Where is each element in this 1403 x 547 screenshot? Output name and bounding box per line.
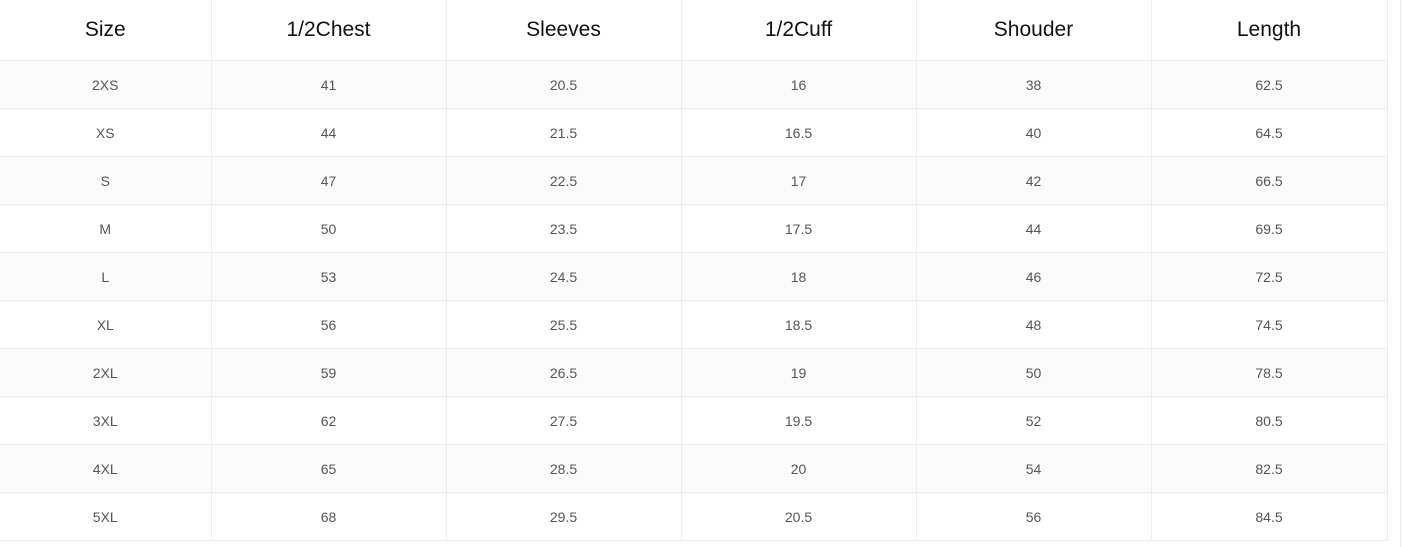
table-cell: 48 bbox=[915, 300, 1152, 349]
table-row: 4XL 65 28.5 20 54 82.5 bbox=[0, 444, 1388, 493]
table-row: XS 44 21.5 16.5 40 64.5 bbox=[0, 108, 1388, 157]
table-row: 5XL 68 29.5 20.5 56 84.5 bbox=[0, 492, 1388, 541]
table-cell: 18 bbox=[680, 252, 917, 301]
table-cell: S bbox=[0, 156, 212, 205]
table-cell: 25.5 bbox=[445, 300, 682, 349]
table-cell: 5XL bbox=[0, 492, 212, 541]
table-cell: 52 bbox=[915, 396, 1152, 445]
table-cell: M bbox=[0, 204, 212, 253]
table-cell: 16 bbox=[680, 60, 917, 109]
table-cell: 29.5 bbox=[445, 492, 682, 541]
table-cell: 80.5 bbox=[1150, 396, 1388, 445]
table-cell: 23.5 bbox=[445, 204, 682, 253]
table-cell: 2XL bbox=[0, 348, 212, 397]
header-row: Size 1/2Chest Sleeves 1/2Cuff Shouder Length bbox=[0, 0, 1388, 61]
table-cell: L bbox=[0, 252, 212, 301]
table-cell: 19 bbox=[680, 348, 917, 397]
table-row: M 50 23.5 17.5 44 69.5 bbox=[0, 204, 1388, 253]
table-cell: 44 bbox=[210, 108, 447, 157]
table-cell: 54 bbox=[915, 444, 1152, 493]
table-cell: 3XL bbox=[0, 396, 212, 445]
table-row: 2XL 59 26.5 19 50 78.5 bbox=[0, 348, 1388, 397]
table-cell: 82.5 bbox=[1150, 444, 1388, 493]
table-cell: 16.5 bbox=[680, 108, 917, 157]
table-cell: XS bbox=[0, 108, 212, 157]
table-cell: 44 bbox=[915, 204, 1152, 253]
table-cell: 17 bbox=[680, 156, 917, 205]
table-cell: 42 bbox=[915, 156, 1152, 205]
table-cell: 28.5 bbox=[445, 444, 682, 493]
table-cell: 20.5 bbox=[680, 492, 917, 541]
table-cell: 59 bbox=[210, 348, 447, 397]
table-cell: 64.5 bbox=[1150, 108, 1388, 157]
table-cell: 47 bbox=[210, 156, 447, 205]
table-cell: 50 bbox=[915, 348, 1152, 397]
column-header: 1/2Cuff bbox=[680, 0, 917, 61]
table-cell: 68 bbox=[210, 492, 447, 541]
table-cell: 65 bbox=[210, 444, 447, 493]
table-cell: 69.5 bbox=[1150, 204, 1388, 253]
column-header: 1/2Chest bbox=[210, 0, 447, 61]
table-cell: 56 bbox=[915, 492, 1152, 541]
table-cell: 41 bbox=[210, 60, 447, 109]
table-cell: 20 bbox=[680, 444, 917, 493]
table-cell: 46 bbox=[915, 252, 1152, 301]
table-cell: 26.5 bbox=[445, 348, 682, 397]
table-cell: 20.5 bbox=[445, 60, 682, 109]
table-cell: 72.5 bbox=[1150, 252, 1388, 301]
table-cell: 38 bbox=[915, 60, 1152, 109]
table-cell: 17.5 bbox=[680, 204, 917, 253]
table-row: 2XS 41 20.5 16 38 62.5 bbox=[0, 60, 1388, 109]
table-cell: 78.5 bbox=[1150, 348, 1388, 397]
table-cell: 22.5 bbox=[445, 156, 682, 205]
column-header: Length bbox=[1150, 0, 1388, 61]
table-cell: 53 bbox=[210, 252, 447, 301]
table-row: XL 56 25.5 18.5 48 74.5 bbox=[0, 300, 1388, 349]
table-cell: 62 bbox=[210, 396, 447, 445]
table-cell: 66.5 bbox=[1150, 156, 1388, 205]
table-row: L 53 24.5 18 46 72.5 bbox=[0, 252, 1388, 301]
scrollbar-track[interactable] bbox=[1400, 0, 1401, 547]
table-cell: XL bbox=[0, 300, 212, 349]
table-cell: 40 bbox=[915, 108, 1152, 157]
table-cell: 18.5 bbox=[680, 300, 917, 349]
table-cell: 2XS bbox=[0, 60, 212, 109]
table-cell: 21.5 bbox=[445, 108, 682, 157]
table-row: S 47 22.5 17 42 66.5 bbox=[0, 156, 1388, 205]
table-cell: 50 bbox=[210, 204, 447, 253]
table-cell: 56 bbox=[210, 300, 447, 349]
table-cell: 74.5 bbox=[1150, 300, 1388, 349]
table-cell: 27.5 bbox=[445, 396, 682, 445]
table-row: 3XL 62 27.5 19.5 52 80.5 bbox=[0, 396, 1388, 445]
table-cell: 84.5 bbox=[1150, 492, 1388, 541]
column-header: Size bbox=[0, 0, 212, 61]
column-header: Sleeves bbox=[445, 0, 682, 61]
size-chart-table: Size 1/2Chest Sleeves 1/2Cuff Shouder Length … bbox=[0, 0, 1388, 541]
table-cell: 19.5 bbox=[680, 396, 917, 445]
table-cell: 4XL bbox=[0, 444, 212, 493]
table-cell: 62.5 bbox=[1150, 60, 1388, 109]
table-cell: 24.5 bbox=[445, 252, 682, 301]
column-header: Shouder bbox=[915, 0, 1152, 61]
